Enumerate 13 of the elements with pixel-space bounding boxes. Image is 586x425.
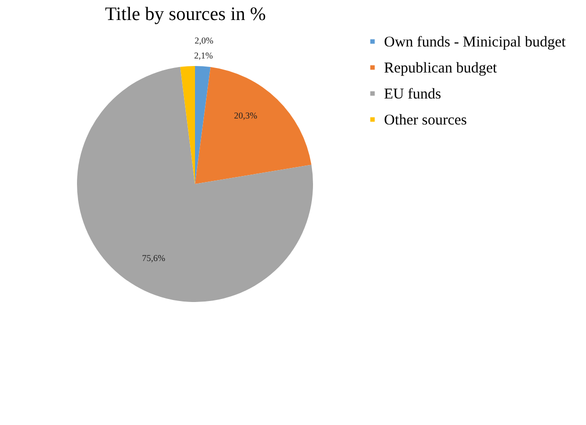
legend-label: Other sources [384,112,468,128]
pie-slice [180,66,195,184]
legend-label: Own funds - Minicipal budget [384,34,566,50]
legend-label: Republican budget [384,60,498,76]
data-label: 75,6% [142,253,166,264]
pie-slice [195,67,312,184]
chart-title: Title by sources in % [105,4,266,25]
data-label: 2,1% [194,50,214,61]
pie-slice [77,66,313,302]
legend-label: EU funds [384,86,442,102]
data-label: 2,0% [194,35,214,46]
data-label: 20,3% [234,110,258,121]
pie-slice [195,66,211,184]
